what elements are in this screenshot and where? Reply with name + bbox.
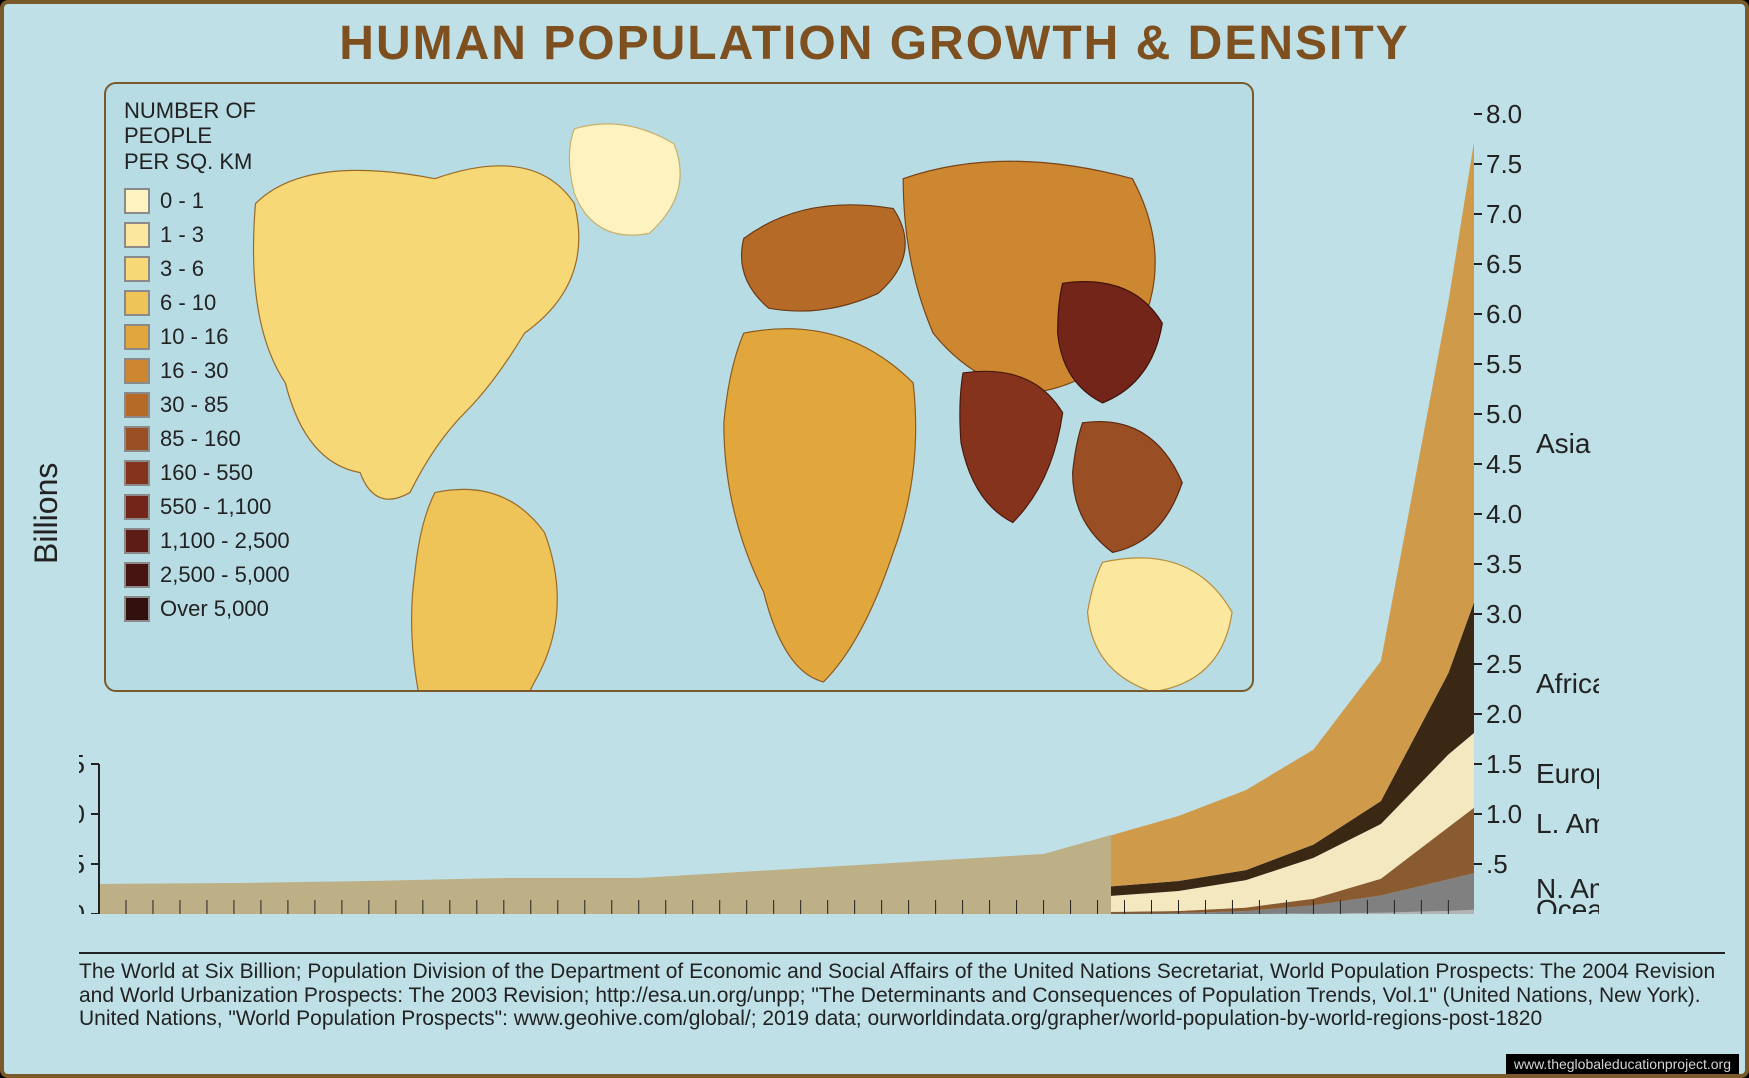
y-tick-left: 0.5 <box>79 849 85 879</box>
y-tick-left: 0.0 <box>79 899 85 914</box>
y-tick-right: 3.0 <box>1486 599 1522 629</box>
y-tick-right: 4.0 <box>1486 499 1522 529</box>
y-tick-right: .5 <box>1486 849 1508 879</box>
y-tick-right: 3.5 <box>1486 549 1522 579</box>
y-tick-right: 5.5 <box>1486 349 1522 379</box>
region-label: Africa <box>1536 668 1599 699</box>
infographic-canvas: HUMAN POPULATION GROWTH & DENSITY NUMBER… <box>0 0 1749 1078</box>
y-tick-left: 1.0 <box>79 799 85 829</box>
footer-credit: www.theglobaleducationproject.org <box>1506 1054 1739 1074</box>
y-tick-right: 5.0 <box>1486 399 1522 429</box>
y-tick-right: 7.0 <box>1486 199 1522 229</box>
y-tick-right: 2.0 <box>1486 699 1522 729</box>
y-tick-right: 4.5 <box>1486 449 1522 479</box>
y-tick-right: 8.0 <box>1486 104 1522 129</box>
y-tick-right: 6.0 <box>1486 299 1522 329</box>
region-label: L. America <box>1536 808 1599 839</box>
region-label: Oceania <box>1536 894 1599 914</box>
y-tick-right: 7.5 <box>1486 149 1522 179</box>
y-tick-right: 1.0 <box>1486 799 1522 829</box>
y-tick-right: 2.5 <box>1486 649 1522 679</box>
page-title: HUMAN POPULATION GROWTH & DENSITY <box>4 16 1745 71</box>
y-tick-left: 1.5 <box>79 749 85 779</box>
citation-text: The World at Six Billion; Population Div… <box>79 952 1725 1058</box>
y-tick-right: 6.5 <box>1486 249 1522 279</box>
y-axis-label: Billions <box>28 463 65 564</box>
region-label: Asia <box>1536 428 1591 459</box>
y-tick-right: 1.5 <box>1486 749 1522 779</box>
population-chart: 0.0 0.5 1.0 1.5 .5 1.0 1.5 2.0 2.5 3.0 3.5 4.0 4.5 5.… <box>79 104 1599 914</box>
region-label: Europe <box>1536 758 1599 789</box>
pre1750-area <box>99 835 1111 914</box>
